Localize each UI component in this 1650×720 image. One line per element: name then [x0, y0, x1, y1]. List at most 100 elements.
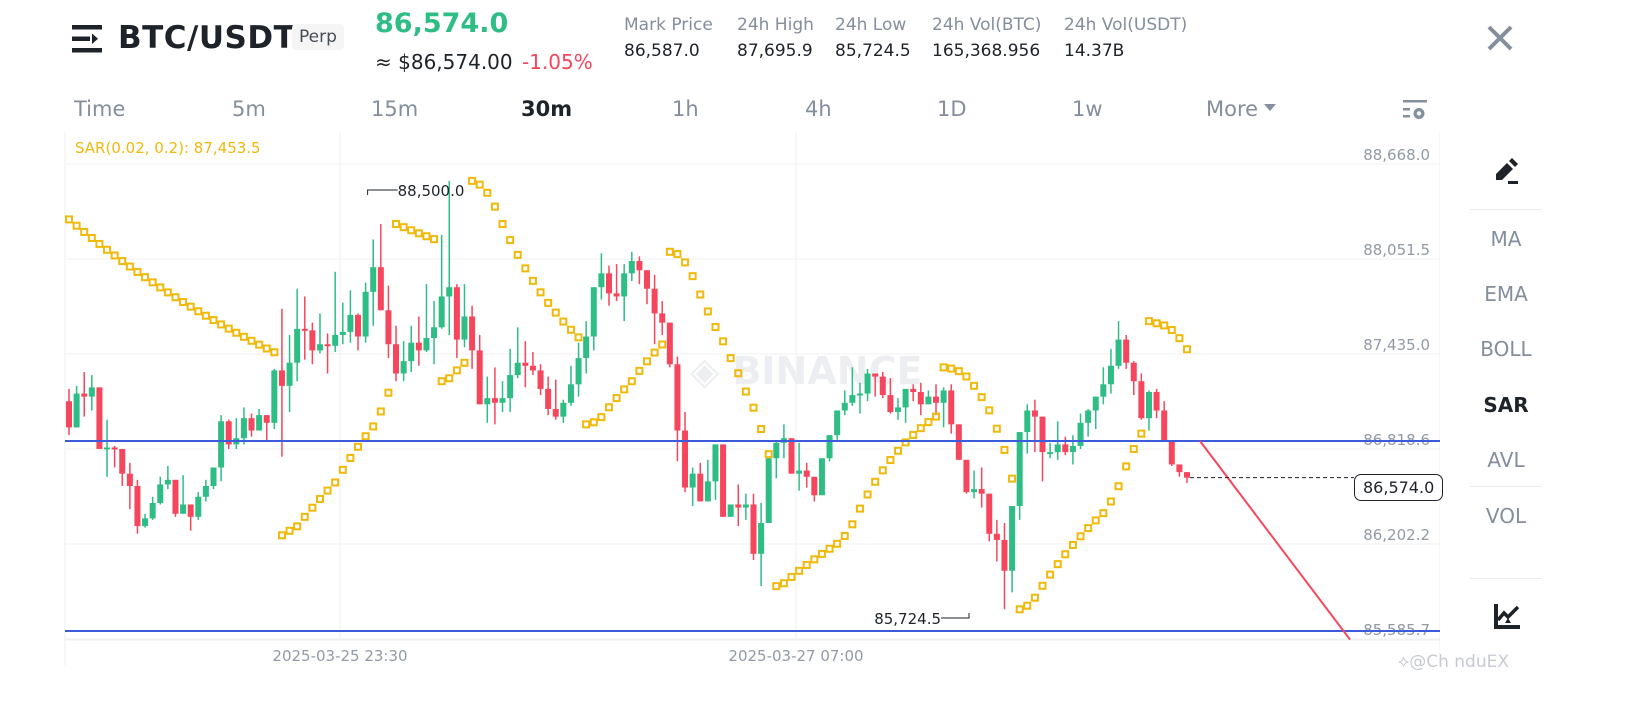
chart-analysis-icon[interactable]	[1493, 602, 1521, 630]
sar-dot	[354, 442, 363, 451]
candle-body	[263, 415, 270, 423]
candle-body	[849, 395, 856, 403]
candle-body	[545, 388, 552, 409]
candle-body	[575, 358, 582, 385]
tab-time[interactable]: Time	[74, 97, 126, 121]
tab-5m[interactable]: 5m	[232, 97, 266, 121]
candle-body	[164, 479, 171, 485]
stat-label: Mark Price	[624, 15, 713, 35]
candle-body	[119, 449, 126, 474]
candle-body	[598, 273, 605, 288]
candle-body	[910, 388, 917, 392]
sar-dot	[1160, 321, 1169, 330]
indicator-vol[interactable]: VOL	[1485, 504, 1527, 528]
menu-arrow-icon[interactable]	[72, 24, 104, 54]
candle-body	[134, 485, 141, 527]
sar-dot	[802, 560, 811, 569]
sar-dot	[217, 320, 226, 329]
candle-body	[301, 328, 308, 331]
sar-dot	[726, 354, 735, 363]
candle-body	[1168, 441, 1175, 465]
indicator-boll[interactable]: BOLL	[1480, 337, 1532, 361]
candle-body	[1039, 416, 1046, 453]
contract-badge: Perp	[292, 24, 344, 50]
candle-body	[514, 362, 521, 376]
sar-dot	[855, 504, 864, 513]
draw-pen-icon[interactable]	[1492, 158, 1520, 186]
high-marker-label: 88,500.0	[398, 182, 465, 200]
candle-body	[423, 338, 430, 351]
symbol-title[interactable]: BTC/USDT	[118, 20, 296, 56]
sar-dot	[125, 262, 134, 271]
candle-body	[1009, 506, 1016, 571]
candle-body	[879, 376, 886, 396]
candle-body	[225, 421, 232, 445]
indicator-sar[interactable]: SAR	[1483, 393, 1529, 417]
candle-body	[73, 393, 80, 428]
sar-dot	[711, 323, 720, 332]
candle-body	[1092, 396, 1099, 411]
indicator-ma[interactable]: MA	[1490, 227, 1522, 251]
tab-1w[interactable]: 1w	[1072, 97, 1103, 121]
candle-body	[1138, 381, 1145, 419]
close-icon[interactable]	[1484, 22, 1516, 54]
sar-dot	[171, 293, 180, 302]
divider	[1470, 578, 1542, 579]
candle-body	[560, 402, 567, 417]
sar-dot	[574, 333, 583, 342]
candle-body	[644, 270, 651, 289]
candle-body	[271, 370, 278, 423]
candle-body	[484, 398, 491, 405]
trend-line	[1199, 440, 1351, 641]
low-marker-label: 85,724.5	[874, 610, 941, 628]
candle-body	[659, 313, 666, 323]
sar-dot	[179, 297, 188, 306]
sar-dot	[103, 245, 112, 254]
candle-body	[1077, 422, 1084, 446]
sar-dot	[1167, 326, 1176, 335]
sar-dot	[627, 377, 636, 386]
sar-dot	[597, 413, 606, 422]
sar-dot	[1038, 581, 1047, 590]
candle-body	[1085, 410, 1092, 423]
sar-dot	[361, 432, 370, 441]
tab-30m[interactable]: 30m	[521, 97, 573, 121]
candle-body	[195, 496, 202, 517]
tab-15m[interactable]: 15m	[371, 97, 419, 121]
tab-4h[interactable]: 4h	[805, 97, 832, 121]
candle-body	[1145, 391, 1152, 419]
indicator-avl[interactable]: AVL	[1487, 448, 1525, 472]
candle-body	[841, 402, 848, 411]
stat-label: 24h High	[737, 15, 814, 35]
candle-body	[104, 447, 111, 450]
candle-body	[590, 287, 597, 337]
candle-body	[818, 458, 825, 496]
sar-dot	[741, 387, 750, 396]
tab-1h[interactable]: 1h	[672, 97, 699, 121]
sar-dot	[665, 247, 674, 256]
candle-body	[142, 518, 149, 527]
watermark: ⟡@Ch nduEX	[1398, 652, 1510, 672]
sar-dot	[947, 364, 956, 373]
sar-dot	[392, 220, 401, 229]
tab-more[interactable]: More	[1206, 97, 1277, 121]
sar-dot	[1099, 509, 1108, 518]
candlestick-chart[interactable]: 88,668.088,051.587,435.086,818.686,202.2…	[0, 130, 1440, 675]
candle-body	[355, 314, 362, 337]
sar-dot	[863, 490, 872, 499]
sar-dot	[498, 220, 507, 229]
sar-dot	[506, 236, 515, 245]
candle-body	[347, 314, 354, 332]
candle-body	[803, 470, 810, 477]
stat-value: 14.37B	[1064, 41, 1125, 61]
tab-1d[interactable]: 1D	[937, 97, 967, 121]
candle-body	[522, 362, 529, 366]
candle-body	[735, 504, 742, 508]
chart-settings-icon[interactable]	[1402, 98, 1428, 124]
sar-dot	[582, 420, 591, 429]
sar-dot	[650, 348, 659, 357]
candle-body	[651, 288, 658, 314]
indicator-ema[interactable]: EMA	[1484, 282, 1528, 306]
sar-dot	[1152, 319, 1161, 328]
candle-body	[377, 267, 384, 311]
